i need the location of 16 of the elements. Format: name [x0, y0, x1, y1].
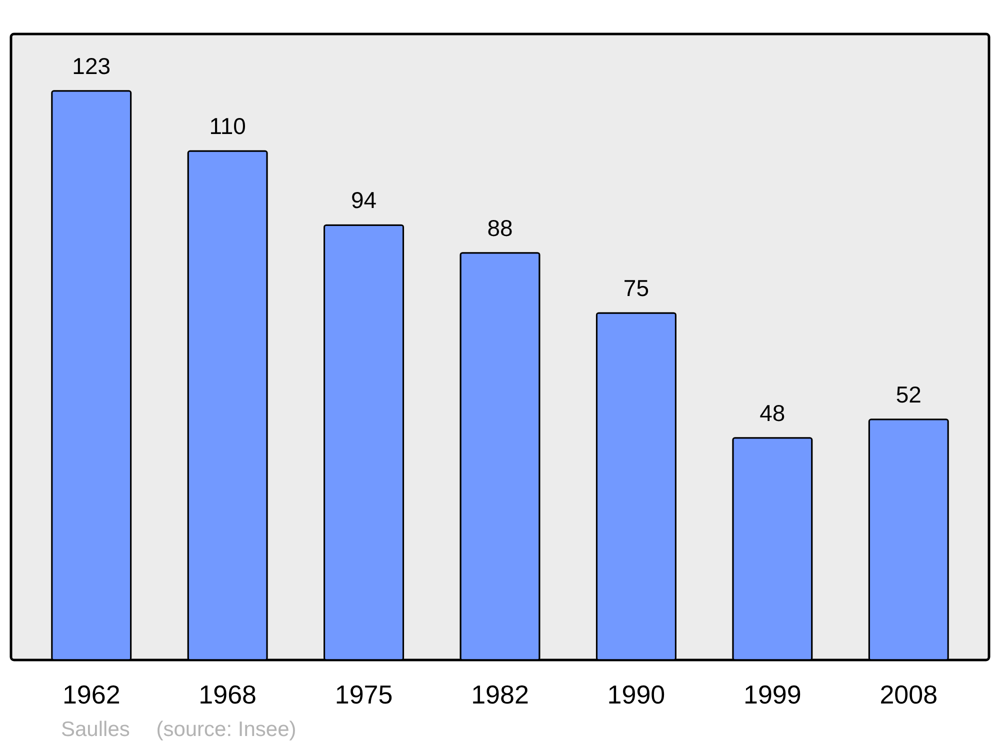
text: Saulles [61, 718, 130, 741]
x-tick-label: 1962 [62, 680, 120, 710]
x-tick-label: 1999 [744, 680, 802, 710]
data-label: 94 [350, 187, 377, 214]
data-label: 88 [487, 214, 513, 241]
data-label: 52 [896, 381, 922, 408]
x-tick-label: 1968 [198, 680, 256, 710]
x-tick-label: 1982 [471, 680, 529, 710]
x-tick-label: 1990 [607, 680, 666, 710]
data-label: 123 [72, 52, 111, 79]
x-tick-label: 1975 [334, 680, 393, 710]
text: (source: Insee) [156, 718, 296, 741]
x-tick-label: 2008 [880, 680, 938, 710]
data-label: 110 [209, 113, 246, 140]
data-label: 75 [623, 274, 650, 301]
data-label: 48 [760, 400, 786, 426]
